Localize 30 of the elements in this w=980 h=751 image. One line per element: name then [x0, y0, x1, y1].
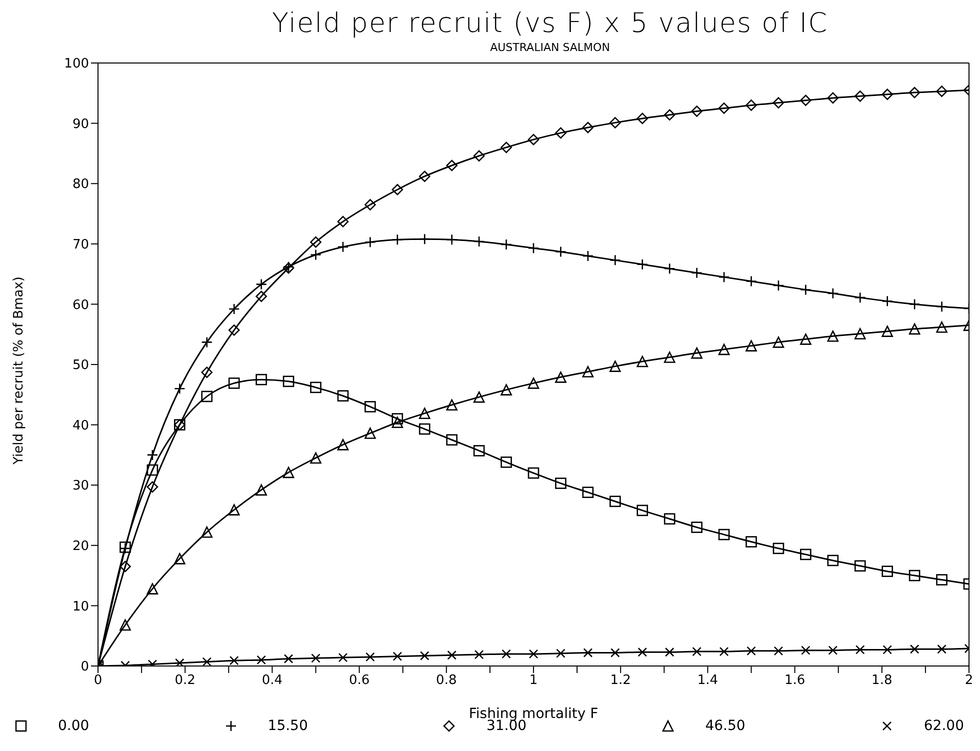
chart-title: Yield per recruit (vs F) x 5 values of IC — [270, 8, 830, 39]
x-tick-label: 0.2 — [174, 673, 196, 688]
x-tick-label: 1.2 — [610, 673, 631, 688]
y-tick-label: 70 — [72, 238, 89, 253]
x-tick-label: 1.8 — [872, 673, 892, 688]
y-tick-label: 30 — [72, 478, 89, 494]
y-tick-label: 80 — [72, 177, 89, 192]
legend-label: 15.50 — [268, 718, 308, 734]
y-tick-label: 50 — [72, 358, 89, 374]
y-tick-label: 10 — [72, 599, 89, 614]
x-tick-label: 0.8 — [436, 673, 457, 688]
x-tick-label: 1 — [529, 673, 538, 688]
x-tick-label: 1.4 — [697, 673, 718, 688]
y-tick-label: 0 — [80, 660, 89, 675]
legend-label: 46.50 — [705, 718, 746, 734]
x-tick-label: 0.6 — [348, 673, 370, 688]
x-tick-label: 1.6 — [784, 673, 806, 688]
y-tick-label: 60 — [72, 298, 89, 313]
y-tick-label: 100 — [64, 56, 89, 72]
x-tick-label: 2 — [964, 673, 974, 688]
x-tick-label: 0 — [94, 673, 102, 688]
y-tick-label: 20 — [72, 539, 89, 554]
legend-label: 0.00 — [58, 718, 90, 734]
y-axis-title: Yield per recruit (% of Bmax) — [12, 276, 27, 466]
y-tick-label: 40 — [72, 418, 89, 434]
legend-label: 31.00 — [486, 718, 527, 734]
y-tick-label: 90 — [72, 116, 89, 132]
x-tick-label: 0.4 — [262, 673, 283, 688]
chart-subtitle: AUSTRALIAN SALMON — [489, 41, 611, 54]
legend-label: 62.00 — [924, 718, 964, 734]
